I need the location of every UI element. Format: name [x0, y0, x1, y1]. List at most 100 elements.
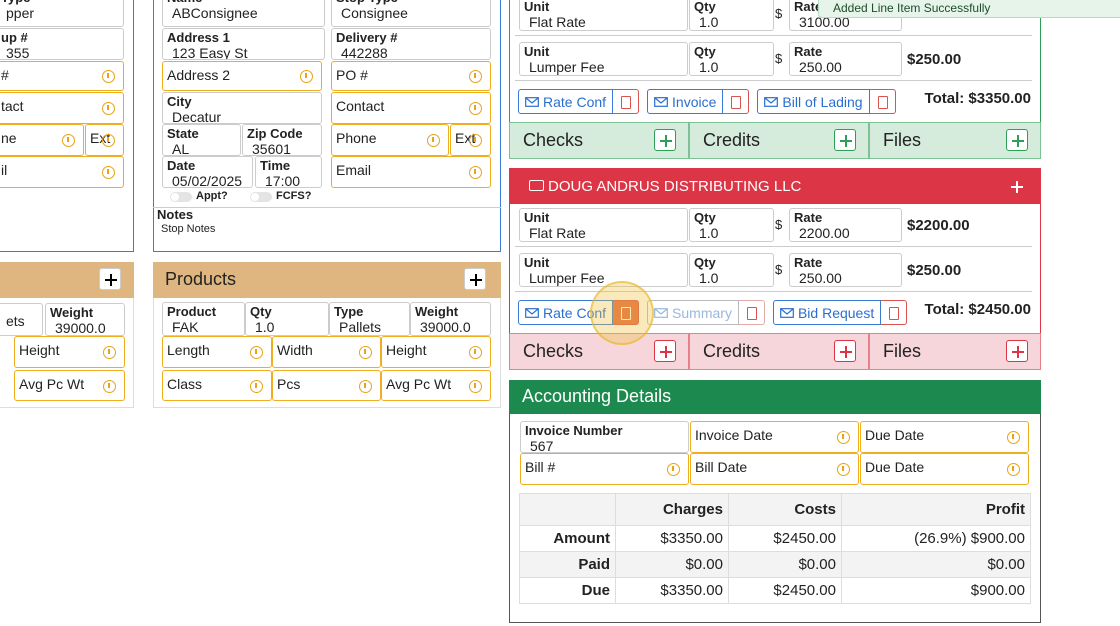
field-label: tact: [1, 98, 24, 114]
field-label: Class: [167, 376, 203, 392]
table-cell: Amount: [519, 525, 616, 552]
input-field[interactable]: Ext: [450, 124, 491, 156]
input-field[interactable]: Unit Lumper Fee: [519, 253, 688, 287]
input-field[interactable]: Type Pallets: [329, 302, 410, 336]
input-field[interactable]: il: [0, 156, 124, 188]
document-label: Bid Request: [797, 304, 875, 321]
warning-icon: [469, 134, 482, 147]
pdf-button[interactable]: [738, 300, 765, 325]
input-field[interactable]: Bill Date: [690, 453, 859, 485]
input-field[interactable]: Time 17:00: [255, 156, 322, 188]
input-field[interactable]: Height: [381, 336, 491, 368]
pdf-button[interactable]: [723, 89, 750, 114]
field-value: FAK: [172, 319, 199, 335]
add-button[interactable]: [464, 268, 486, 290]
input-field[interactable]: City Decatur: [162, 92, 322, 124]
input-field[interactable]: Stop TypeConsignee: [331, 0, 491, 27]
input-field[interactable]: Zip Code 35601: [242, 124, 322, 156]
input-field[interactable]: Unit Flat Rate: [519, 208, 688, 242]
toast: [818, 0, 1120, 18]
input-field[interactable]: Due Date: [860, 421, 1029, 453]
input-field[interactable]: tact: [0, 92, 124, 124]
field-label: Product: [167, 304, 217, 319]
input-field[interactable]: ets: [0, 303, 43, 336]
add-button[interactable]: [654, 340, 676, 362]
input-field[interactable]: Bill #: [520, 453, 689, 485]
field-label: il: [1, 162, 8, 178]
input-field[interactable]: up #355: [0, 28, 124, 60]
input-field[interactable]: Height: [14, 336, 125, 368]
toggle[interactable]: [170, 192, 192, 202]
input-field[interactable]: #: [0, 61, 124, 91]
input-field[interactable]: Weight 39000.0: [410, 302, 491, 336]
field-label: Height: [386, 342, 427, 358]
input-field[interactable]: ne: [0, 124, 84, 156]
input-field[interactable]: Length: [162, 336, 272, 368]
input-field[interactable]: Avg Pc Wt: [381, 370, 491, 401]
document-button[interactable]: Invoice: [647, 89, 724, 114]
add-button[interactable]: [834, 129, 856, 151]
pdf-button[interactable]: [881, 300, 908, 325]
field-label: Rate: [794, 44, 823, 59]
input-field[interactable]: Delivery #442288: [331, 28, 491, 60]
warning-icon: [469, 102, 482, 115]
field-label: Avg Pc Wt: [19, 376, 85, 392]
toggle[interactable]: [250, 192, 272, 202]
input-field[interactable]: Ext: [85, 124, 124, 156]
input-field[interactable]: Qty 1.0: [689, 0, 774, 31]
add-button[interactable]: [834, 340, 856, 362]
input-field[interactable]: Due Date: [860, 453, 1029, 485]
toggle-knob: [251, 193, 259, 201]
input-field[interactable]: Invoice Date: [690, 421, 859, 453]
input-field[interactable]: Qty 1.0: [689, 253, 774, 287]
notes-value: Stop Notes: [161, 223, 216, 235]
input-field[interactable]: Rate 250.00: [789, 253, 902, 287]
input-field[interactable]: NameABConsignee: [162, 0, 325, 27]
input-field[interactable]: Rate 2200.00: [789, 208, 902, 242]
input-field[interactable]: Invoice Number 567: [520, 421, 689, 453]
accounting-table: Charges Costs Profit Amount $3350.00 $2450.00…: [519, 493, 1031, 604]
input-field[interactable]: Qty 1.0: [689, 42, 774, 76]
field-label: Type: [334, 304, 364, 319]
field-label: Delivery #: [336, 30, 398, 45]
warning-icon: [837, 431, 850, 444]
tab[interactable]: Credits: [689, 333, 869, 370]
pdf-button[interactable]: [613, 89, 640, 114]
input-field[interactable]: Qty 1.0: [245, 302, 329, 336]
add-button[interactable]: [654, 129, 676, 151]
input-field[interactable]: Class: [162, 370, 272, 401]
input-field[interactable]: Address 2: [162, 61, 322, 91]
field-value: 39000.0: [420, 319, 471, 335]
add-button[interactable]: [99, 268, 121, 290]
input-field[interactable]: Weight 39000.0: [45, 303, 125, 336]
input-field[interactable]: State AL: [162, 124, 241, 156]
field-value: AL: [172, 141, 190, 156]
input-field[interactable]: Avg Pc Wt: [14, 370, 125, 401]
add-button[interactable]: [1006, 340, 1028, 362]
field-label: Height: [19, 342, 60, 358]
add-button[interactable]: [1005, 175, 1027, 197]
input-field[interactable]: Contact: [331, 92, 491, 124]
add-button[interactable]: [1006, 129, 1028, 151]
document-button[interactable]: Summary: [647, 300, 739, 325]
input-field[interactable]: Date 05/02/2025: [162, 156, 253, 188]
input-field[interactable]: Product FAK: [162, 302, 245, 336]
input-field[interactable]: Pcs: [272, 370, 381, 401]
field-value: Flat Rate: [529, 14, 586, 30]
input-field[interactable]: Qty 1.0: [689, 208, 774, 242]
input-field[interactable]: Unit Flat Rate: [519, 0, 688, 31]
input-field[interactable]: Width: [272, 336, 381, 368]
document-button[interactable]: Bill of Lading: [757, 89, 870, 114]
input-field[interactable]: Unit Lumper Fee: [519, 42, 688, 76]
input-field[interactable]: Typepper: [0, 0, 124, 27]
input-field[interactable]: PO #: [331, 61, 491, 91]
document-button[interactable]: Bid Request: [772, 300, 882, 325]
field-value: 567: [530, 438, 554, 453]
input-field[interactable]: Email: [331, 156, 491, 188]
input-field[interactable]: Rate 250.00: [789, 42, 902, 76]
input-field[interactable]: Phone: [331, 124, 449, 156]
input-field[interactable]: Address 1 123 Easy St: [162, 28, 325, 60]
pdf-button[interactable]: [869, 89, 896, 114]
field-label: Qty: [694, 255, 716, 270]
document-button[interactable]: Rate Conf: [518, 89, 614, 114]
